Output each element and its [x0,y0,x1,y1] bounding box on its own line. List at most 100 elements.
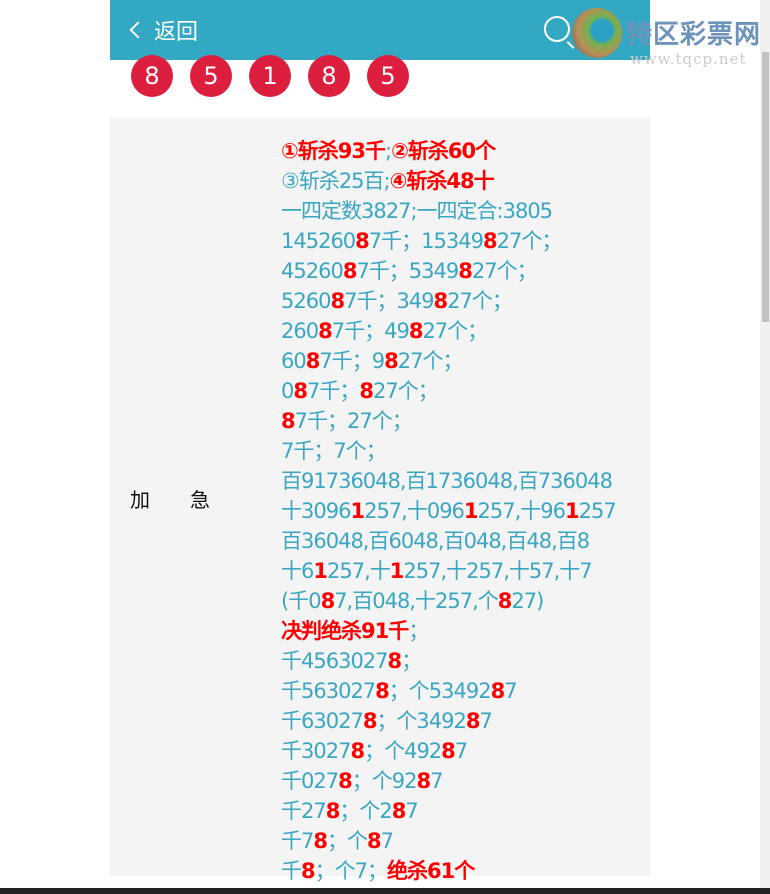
highlight-text: 8 [293,379,308,403]
highlight-text: 1 [313,559,328,583]
highlight-text: 1 [389,559,405,583]
highlight-text: 8 [441,739,456,763]
text-line: 百36048,百6048,百048,百48,百8 [281,526,616,556]
text-line: 千278；个287 [281,796,616,826]
number-ball: 5 [367,55,409,97]
highlight-text: 8 [342,259,358,283]
text-segment: ；个7； [314,859,388,883]
content-row: 加 急 ①斩杀93千;②斩杀60个 ③斩杀25百;④斩杀48十 一四定数3827;一… [110,118,650,883]
highlight-text: 8 [433,289,449,313]
highlight-text: 8 [281,409,296,433]
highlight-text: 8 [338,769,353,793]
highlight-text: 8 [482,229,498,253]
highlight-text: 8 [497,589,513,613]
text-segment: 0 [281,379,294,403]
number-ball: 1 [249,55,291,97]
text-line: ①斩杀93千;②斩杀60个 [281,136,616,166]
highlight-text: 8 [320,589,336,613]
text-segment: 千27 [281,799,327,823]
text-segment: ；个53492 [388,679,492,703]
highlight-text: 8 [359,379,374,403]
highlight-text: 8 [458,259,473,283]
text-segment: ；个2 [339,799,392,823]
highlight-text: 8 [355,229,370,253]
highlight-text: 8 [325,799,341,823]
text-segment: 7千；27个； [294,409,413,433]
highlight-text: 决判绝杀91千 [281,619,409,643]
text-segment: ③斩杀25百; [281,169,391,193]
highlight-text: 绝杀61个 [387,859,475,883]
scrollbar-thumb[interactable] [762,52,769,322]
text-segment: 27个； [471,259,538,283]
text-segment: 十3096 [281,499,351,523]
highlight-text: 8 [490,679,506,703]
highlight-text: 8 [416,769,431,793]
text-segment: 257 [578,499,617,523]
text-segment: 7 [454,739,468,763]
highlight-text: ④斩杀48十 [389,169,495,193]
scrollbar[interactable] [760,0,770,888]
text-segment: ；个92 [351,769,418,793]
back-button[interactable]: 返回 [129,14,199,46]
text-segment: 27) [511,589,544,613]
text-line: 千8；个7；绝杀61个 [281,856,616,886]
text-segment: 5260 [281,289,331,313]
text-segment: 7千；5349 [356,259,459,283]
text-line: 十61257,十1257,十257,十57,十7 [281,556,616,586]
highlight-text: 8 [305,349,321,373]
highlight-text: 1 [565,499,580,523]
text-line: 千630278；个349287 [281,706,616,736]
logo-emblem-icon [572,8,622,58]
text-segment: 千63027 [281,709,364,733]
highlight-text: 1 [463,499,479,523]
number-ball: 8 [308,55,350,97]
text-line: 087千；827个； [281,376,616,406]
text-segment: ；个 [327,829,368,853]
text-segment: 45260 [281,259,344,283]
highlight-text: 8 [313,829,328,853]
highlight-text: 8 [367,829,382,853]
text-segment: 257,十96 [477,499,566,523]
highlight-text: 8 [391,799,407,823]
highlight-text: 8 [375,679,390,703]
logo-text: 特区彩票网 [626,20,762,50]
logo-url: www.tqcp.net [630,50,747,68]
text-line: 千5630278；个5349287 [281,676,616,706]
text-line: 一四定数3827;一四定合:3805 [281,196,616,226]
text-line: 千78；个87 [281,826,616,856]
highlight-text: 8 [387,649,403,673]
text-segment: 257,十257,十57,十7 [403,559,592,583]
text-segment: 7千；15349 [368,229,484,253]
text-segment: 千4563027 [281,649,389,673]
top-nav-bar: 返回 [110,0,650,60]
text-segment: 千3027 [281,739,351,763]
text-segment: ； [401,649,422,673]
text-line: 千0278；个9287 [281,766,616,796]
text-segment: 27个； [496,229,563,253]
text-line: 87千；27个； [281,406,616,436]
text-segment: 百36048,百6048,百048,百48,百8 [281,529,590,553]
highlight-text: 1 [350,499,365,523]
text-segment: 7 [479,709,493,733]
taskbar-edge [0,888,770,894]
highlight-text: 8 [362,709,378,733]
text-segment: 60 [281,349,307,373]
text-line: 千45630278； [281,646,616,676]
text-segment: ; [385,139,392,163]
watermark-logo: 特区彩票网 www.tqcp.net [572,8,762,68]
chevron-left-icon [129,21,147,39]
text-segment: 千7 [281,829,314,853]
highlight-text: ②斩杀60个 [391,139,496,163]
text-segment: 257,十 [327,559,391,583]
text-segment: 7千；7个； [281,439,387,463]
search-icon[interactable] [544,16,570,42]
text-line: 6087千；9827个； [281,346,616,376]
text-line: 千30278；个49287 [281,736,616,766]
highlight-text: 8 [350,739,365,763]
text-segment: 145260 [281,229,356,253]
text-line: 十30961257,十0961257,十961257 [281,496,617,526]
text-line: 26087千；49827个； [281,316,616,346]
text-segment: 7 [380,829,394,853]
back-label: 返回 [154,20,199,45]
